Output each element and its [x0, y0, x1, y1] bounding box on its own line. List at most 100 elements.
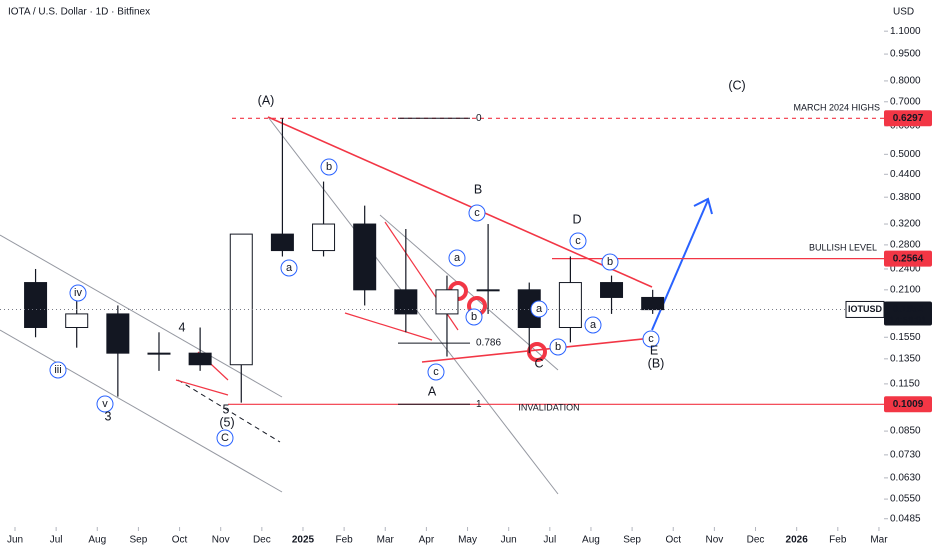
- y-tick-label: 0.1550: [890, 332, 921, 343]
- wave-circle: [549, 338, 567, 356]
- y-tick-label: 0.8000: [890, 76, 921, 87]
- y-tick-label: 0.9500: [890, 49, 921, 60]
- fib-label: 1: [476, 399, 482, 410]
- wave-circle: [569, 232, 587, 250]
- wave-label: 3: [105, 409, 112, 423]
- y-tick-label: 0.1350: [890, 353, 921, 364]
- wave-label: B: [474, 182, 482, 196]
- x-tick-label: Jun: [7, 535, 23, 546]
- candle-body: [65, 313, 89, 328]
- wave-label: (B): [648, 356, 665, 370]
- y-tick-label: 1.1000: [890, 26, 921, 37]
- y-tick-label: 0.3800: [890, 192, 921, 203]
- last-price-box: [884, 301, 932, 326]
- arrow-head: [693, 197, 713, 215]
- trend-line: [175, 379, 229, 396]
- price-label-box: [884, 110, 932, 127]
- wave-circle: [320, 158, 338, 176]
- last-price: 0.1852: [893, 304, 924, 315]
- price-label: 0.6297: [893, 113, 924, 124]
- x-tick-label: Dec: [747, 535, 765, 546]
- x-tick-label: Nov: [705, 535, 723, 546]
- wave-circle: [69, 284, 87, 302]
- wave-label: a: [536, 303, 543, 315]
- wave-label: (5): [219, 415, 234, 429]
- x-tick-label: Mar: [870, 535, 888, 546]
- price-label-box: [884, 250, 932, 267]
- y-tick-label: 0.0850: [890, 426, 921, 437]
- y-tick-label: 0.0550: [890, 494, 921, 505]
- wave-label: D: [572, 212, 581, 226]
- wave-label: (C): [728, 78, 745, 92]
- trend-line: [344, 312, 433, 341]
- wave-circle: [280, 259, 298, 277]
- candle-body: [435, 289, 459, 315]
- wave-label: c: [648, 333, 654, 345]
- x-tick-label: 2026: [786, 535, 809, 546]
- y-tick-label: 0.2400: [890, 264, 921, 275]
- wave-label: A: [428, 384, 437, 398]
- x-tick-label: Jun: [501, 535, 517, 546]
- candle-body: [558, 282, 582, 328]
- wave-circle: [465, 308, 483, 326]
- level-name: INVALIDATION: [518, 402, 579, 412]
- wave-label: b: [326, 161, 332, 173]
- x-tick-label: Mar: [377, 535, 395, 546]
- wave-label: b: [607, 256, 613, 268]
- countdown: 14:58:01: [890, 315, 927, 326]
- x-tick-label: Apr: [419, 535, 435, 546]
- symbol: IOTUSD: [848, 304, 883, 314]
- fib-label: 0.786: [476, 338, 501, 349]
- candle-body: [394, 289, 418, 315]
- channel-line: [0, 234, 283, 398]
- candle-body: [312, 223, 336, 252]
- chart-title: IOTA / U.S. Dollar · 1D · Bitfinex: [8, 7, 150, 18]
- wave-label: iv: [74, 287, 82, 299]
- wave-circle: [49, 361, 67, 379]
- candle-body: [229, 233, 253, 366]
- candle-body: [476, 289, 500, 292]
- candle-body: [270, 233, 294, 252]
- price-label: 0.1009: [893, 399, 924, 410]
- wave-label: C: [534, 356, 543, 370]
- candle-body: [641, 296, 665, 311]
- wave-label: v: [102, 398, 108, 410]
- x-tick-label: Nov: [212, 535, 230, 546]
- wave-label: c: [433, 366, 439, 378]
- wave-circle: [530, 300, 548, 318]
- wave-label: a: [454, 252, 461, 264]
- y-tick-label: 0.7000: [890, 96, 921, 107]
- y-tick-label: 0.0630: [890, 473, 921, 484]
- x-tick-label: Dec: [253, 535, 271, 546]
- wave-circle: [601, 253, 619, 271]
- wave-label: b: [471, 311, 477, 323]
- candle-body: [353, 223, 377, 291]
- wave-circle: [448, 249, 466, 267]
- candle-body: [24, 282, 48, 328]
- x-tick-label: Jul: [543, 535, 556, 546]
- y-tick-label: 0.0730: [890, 450, 921, 461]
- wave-circle: [468, 204, 486, 222]
- fib-label: 0: [476, 113, 482, 124]
- x-tick-label: Jul: [50, 535, 63, 546]
- channel-line: [0, 329, 283, 493]
- x-tick-label: Sep: [130, 535, 148, 546]
- wave-label: 4: [179, 320, 186, 334]
- drawings: [0, 116, 713, 495]
- wave-label: b: [555, 341, 561, 353]
- x-tick-label: Aug: [582, 535, 600, 546]
- level-name: BULLISH LEVEL: [809, 242, 877, 252]
- y-tick-label: 0.1150: [890, 379, 920, 390]
- wave-label: 5: [223, 402, 230, 416]
- level-name: MARCH 2024 HIGHS: [793, 102, 880, 112]
- x-tick-label: 2025: [292, 535, 315, 546]
- wave-label: C: [221, 432, 229, 444]
- candle-body: [147, 352, 171, 355]
- wave-circle: [642, 330, 660, 348]
- wave-label: E: [650, 343, 658, 357]
- x-tick-label: Sep: [623, 535, 641, 546]
- y-tick-label: 0.4400: [890, 169, 921, 180]
- candle-body: [188, 352, 212, 366]
